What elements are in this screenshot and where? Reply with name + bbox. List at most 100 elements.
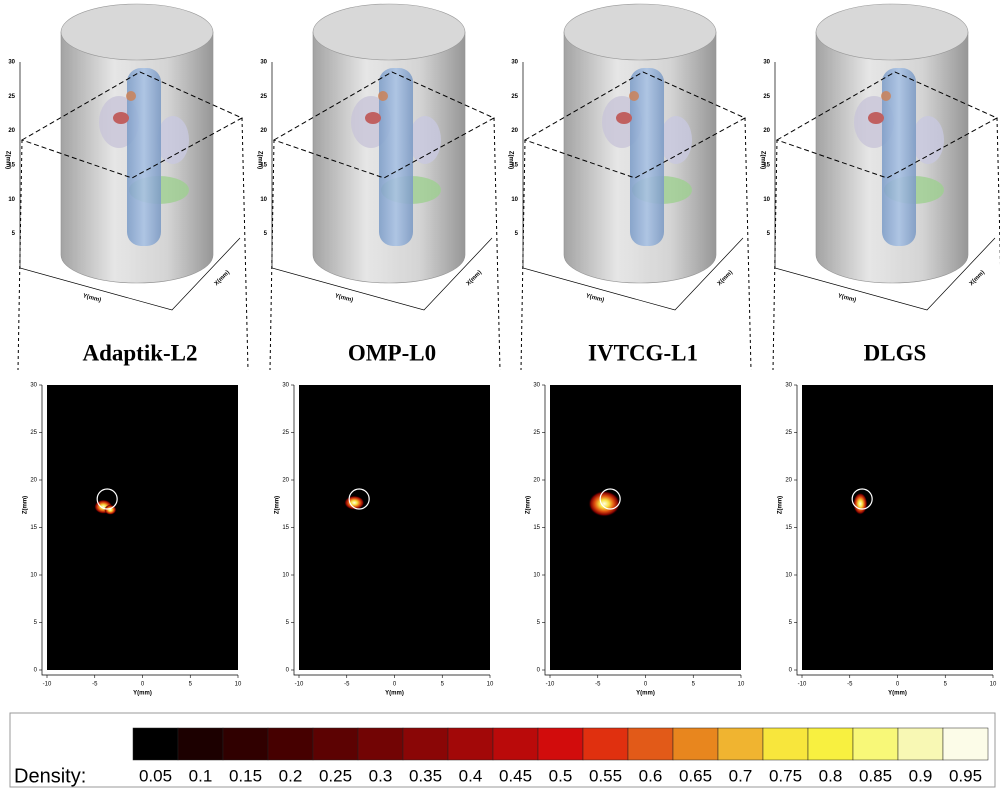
- z-tick-label-3d: 5: [515, 231, 519, 237]
- colorbar-tick-label: 0.35: [409, 766, 442, 785]
- y-tick-label: 30: [533, 383, 540, 389]
- x-tick-label: -5: [92, 682, 98, 688]
- y-label-3d: Y(mm): [837, 293, 857, 304]
- x-tick-label: 10: [738, 682, 745, 688]
- x-tick-label: -5: [595, 682, 601, 688]
- colorbar-tick-label: 0.85: [859, 766, 892, 785]
- x-axis-label: Y(mm): [888, 691, 907, 697]
- z-label-3d: Z(mm): [507, 151, 513, 169]
- z-tick-label-3d: 10: [763, 197, 770, 203]
- colorbar-swatch: [898, 728, 943, 760]
- colorbar-swatch: [268, 728, 313, 760]
- hot-spot: [853, 493, 867, 515]
- colorbar-tick-label: 0.5: [549, 766, 573, 785]
- panel-title: IVTCG-L1: [588, 340, 698, 365]
- y-tick-label: 15: [785, 525, 792, 531]
- organ: [660, 116, 692, 164]
- colorbar-label: Density:: [14, 765, 86, 787]
- colorbar-swatch: [358, 728, 403, 760]
- tumor: [629, 91, 639, 101]
- connector: [745, 118, 751, 370]
- z-tick-label-3d: 5: [264, 231, 268, 237]
- x-axis-label: Y(mm): [385, 691, 404, 697]
- z-tick-label-3d: 20: [260, 128, 267, 134]
- colorbar-tick-label: 0.25: [319, 766, 352, 785]
- z-tick-label-3d: 20: [511, 128, 518, 134]
- colorbar-swatch: [808, 728, 853, 760]
- colorbar-swatch: [178, 728, 223, 760]
- colorbar-swatch: [943, 728, 988, 760]
- y-tick-label: 0: [789, 668, 793, 674]
- y-label-3d: Y(mm): [585, 293, 605, 304]
- heatmap: [47, 385, 238, 670]
- z-tick-label-3d: 20: [763, 128, 770, 134]
- colorbar-tick-label: 0.75: [769, 766, 802, 785]
- colorbar-swatch: [133, 728, 178, 760]
- x-tick-label: 0: [644, 682, 648, 688]
- y-label-3d: Y(mm): [82, 293, 102, 304]
- x-tick-label: -10: [798, 682, 807, 688]
- tumor: [113, 112, 129, 124]
- z-tick-label-3d: 5: [767, 231, 771, 237]
- x-tick-label: 5: [944, 682, 948, 688]
- y-tick-label: 15: [30, 525, 37, 531]
- heatmap: [802, 385, 993, 670]
- y-tick-label: 30: [282, 383, 289, 389]
- colorbar-swatch: [493, 728, 538, 760]
- cylinder-top: [564, 4, 716, 60]
- x-tick-label: 10: [487, 682, 494, 688]
- cylinder-top: [816, 4, 968, 60]
- y-tick-label: 5: [537, 620, 541, 626]
- colorbar-tick-label: 0.3: [369, 766, 393, 785]
- tumor: [616, 112, 632, 124]
- y-tick-label: 25: [785, 430, 792, 436]
- y-tick-label: 5: [789, 620, 793, 626]
- colorbar-tick-label: 0.4: [459, 766, 483, 785]
- colorbar-tick-label: 0.55: [589, 766, 622, 785]
- y-tick-label: 15: [282, 525, 289, 531]
- panel-title: Adaptik-L2: [82, 340, 197, 365]
- y-tick-label: 20: [282, 478, 289, 484]
- tumor: [365, 112, 381, 124]
- x-tick-label: 0: [141, 682, 145, 688]
- x-tick-label: -10: [43, 682, 52, 688]
- y-tick-label: 30: [785, 383, 792, 389]
- x-label-3d: X(mm): [717, 270, 734, 287]
- colorbar-swatch: [223, 728, 268, 760]
- colorbar-swatch: [763, 728, 808, 760]
- z-tick-label-3d: 30: [511, 60, 518, 66]
- y-tick-label: 20: [30, 478, 37, 484]
- colorbar-tick-label: 0.1: [189, 766, 213, 785]
- y-tick-label: 20: [533, 478, 540, 484]
- colorbar-swatch: [628, 728, 673, 760]
- organ: [912, 116, 944, 164]
- z-tick-label-3d: 25: [763, 94, 770, 100]
- x-tick-label: 10: [990, 682, 997, 688]
- cylinder-top: [313, 4, 465, 60]
- colorbar-swatch: [538, 728, 583, 760]
- x-tick-label: 0: [896, 682, 900, 688]
- colorbar-tick-label: 0.95: [949, 766, 982, 785]
- y-tick-label: 20: [785, 478, 792, 484]
- cylinder-top: [61, 4, 213, 60]
- y-tick-label: 10: [785, 573, 792, 579]
- z-tick-label-3d: 25: [8, 94, 15, 100]
- z-tick-label-3d: 25: [260, 94, 267, 100]
- colorbar-swatch: [673, 728, 718, 760]
- z-tick-label-3d: 5: [12, 231, 16, 237]
- x-axis-label: Y(mm): [636, 691, 655, 697]
- z-tick-label-3d: 10: [8, 197, 15, 203]
- x-tick-label: -5: [344, 682, 350, 688]
- y-tick-label: 10: [533, 573, 540, 579]
- y-axis-label: Z(mm): [23, 496, 29, 514]
- figure: 5 10 15 20 25 30 Z(mm) Y(mm) X(mm) Adaptik-L2 -10 -…: [0, 0, 1000, 790]
- y-label-3d: Y(mm): [334, 293, 354, 304]
- y-axis-label: Z(mm): [778, 496, 784, 514]
- x-tick-label: 5: [189, 682, 193, 688]
- x-tick-label: -10: [295, 682, 304, 688]
- panel-title: DLGS: [864, 340, 927, 365]
- x-tick-label: 5: [692, 682, 696, 688]
- y-tick-label: 25: [30, 430, 37, 436]
- colorbar-swatch: [313, 728, 358, 760]
- z-tick-label-3d: 30: [8, 60, 15, 66]
